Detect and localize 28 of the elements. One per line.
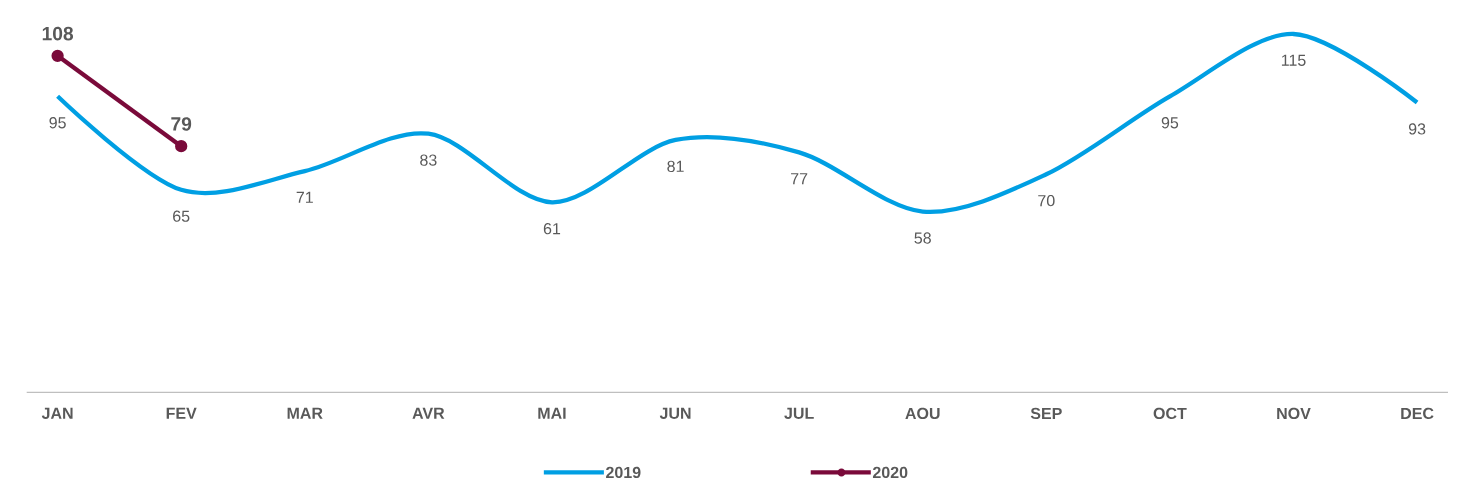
data-label: 108 — [42, 26, 74, 41]
data-label: 61 — [543, 223, 561, 235]
data-label: 83 — [420, 154, 437, 166]
x-tick-label: JUL — [784, 407, 814, 420]
legend-label: 2020 — [872, 466, 908, 479]
data-label: 79 — [171, 117, 192, 131]
data-label: 65 — [173, 210, 190, 222]
x-tick-label: MAR — [287, 407, 323, 419]
data-label: 95 — [1161, 117, 1179, 129]
x-tick-label: FEV — [166, 407, 197, 419]
data-label: 77 — [791, 173, 808, 185]
legend-label: 2019 — [606, 466, 641, 479]
data-label: 71 — [296, 191, 313, 203]
x-tick-label: MAI — [538, 407, 566, 419]
data-label: 95 — [49, 117, 66, 129]
data-label: 81 — [667, 160, 684, 173]
x-tick-label: AVR — [412, 407, 445, 419]
x-tick-label: DEC — [1401, 407, 1434, 420]
x-tick-label: AOU — [905, 407, 940, 420]
x-tick-label: SEP — [1030, 407, 1062, 420]
x-tick-label: OCT — [1153, 407, 1187, 420]
data-label: 58 — [914, 232, 931, 244]
x-tick-label: JUN — [659, 407, 691, 420]
data-label: 115 — [1281, 54, 1306, 66]
x-tick-label: NOV — [1277, 407, 1311, 420]
x-tick-label: JAN — [41, 407, 73, 420]
data-label: 93 — [1408, 123, 1426, 135]
data-label: 70 — [1038, 195, 1055, 207]
